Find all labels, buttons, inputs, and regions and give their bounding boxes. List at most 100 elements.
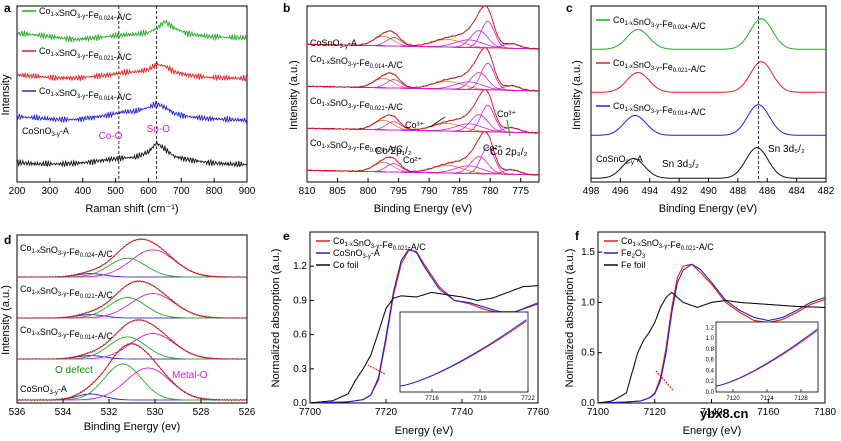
co2p32-annotation: Co 2p₃/₂ bbox=[490, 147, 528, 158]
legend-text-part: 0.014 bbox=[99, 96, 115, 102]
legend-text-part: 3-y bbox=[50, 390, 58, 396]
x-axis-label-b: Binding Energy (eV) bbox=[374, 203, 472, 215]
co-o-annotation: Co-O bbox=[99, 131, 123, 142]
inset-f-ytick-label-1.2: 1.2 bbox=[706, 325, 715, 331]
legend-text-part: -A/C bbox=[95, 249, 114, 259]
legend-text-part: Co bbox=[613, 15, 625, 25]
co3-annotation-1: Co³⁺ bbox=[405, 120, 425, 130]
plot-frame-b bbox=[306, 5, 540, 183]
xps-b-raw-2 bbox=[308, 46, 540, 92]
f-ytick-label-1: 1.0 bbox=[581, 297, 595, 308]
f-ytick-label-0: 0.0 bbox=[581, 398, 595, 409]
sn3d52-annotation: Sn 3d₅/₂ bbox=[768, 144, 805, 155]
legend-text-part: -Fe bbox=[659, 19, 673, 29]
e-ytick-label-0.9: 0.9 bbox=[293, 295, 307, 306]
legend-text-part: SnO bbox=[330, 56, 348, 66]
panel-e: e 7700 7720 7740 7760 0.0 0.3 0.6 0.9 1.2 Co1-xS… bbox=[270, 229, 550, 437]
b-tick-label-800: 800 bbox=[360, 186, 377, 197]
legend-text-part: Co bbox=[333, 236, 345, 246]
a-tick-label-300: 300 bbox=[42, 186, 59, 197]
legend-d-1: Co1-xSnO3-y-Fe0.021-A/C bbox=[20, 284, 113, 300]
legend-text-part: Co bbox=[39, 46, 51, 56]
legend-text-part: Co bbox=[20, 284, 32, 294]
o1s-fit-3 bbox=[17, 343, 247, 401]
f-tick-label-7160: 7160 bbox=[757, 407, 780, 418]
co2p12-annotation: Co 2p₁/₂ bbox=[375, 146, 412, 157]
x-axis-label-e: Energy (eV) bbox=[395, 425, 454, 437]
legend-text-part: 3-y bbox=[77, 54, 85, 60]
legend-c-3: CoSnO3-y-A bbox=[596, 154, 643, 166]
o-defect-annotation: O defect bbox=[55, 365, 93, 376]
legend-text-part: -Fe bbox=[356, 58, 370, 68]
o1s-raw-2 bbox=[16, 318, 248, 361]
y-axis-label-f: Normalized absorption (a.u.) bbox=[564, 249, 576, 388]
legend-text-part: 0.024 bbox=[370, 148, 386, 154]
panel-label-a: a bbox=[4, 1, 11, 15]
b-tick-label-810: 810 bbox=[299, 186, 316, 197]
o1s-fit-2 bbox=[17, 319, 247, 360]
xps-b-component-0-4 bbox=[307, 156, 540, 176]
legend-text-part: 0.021 bbox=[393, 246, 409, 252]
inset-f-ytick-label-0.2: 0.2 bbox=[706, 379, 715, 385]
e-tick-label-7700: 7700 bbox=[299, 407, 322, 418]
c-tick-label-496: 496 bbox=[612, 186, 629, 197]
x-axis-label-a: Raman shift (cm⁻¹) bbox=[85, 203, 178, 215]
legend-text-part: -Fe bbox=[85, 90, 99, 100]
legend-text-part: 0.021 bbox=[370, 106, 386, 112]
legend-a-1: Co1-xSnO3-y-Fe0.021-A/C bbox=[39, 46, 132, 62]
y-axis-label-c: Intensity (a.u.) bbox=[571, 60, 583, 130]
o1s-component-2-1 bbox=[17, 336, 247, 360]
legend-text-part: 1-x bbox=[345, 242, 353, 248]
legend-d-3: CoSnO3-y-A bbox=[20, 384, 67, 396]
legend-text-part: 1-x bbox=[322, 60, 330, 66]
b-tick-label-790: 790 bbox=[421, 186, 438, 197]
legend-text-part: 1-x bbox=[625, 64, 633, 70]
legend-text-part: -A/C bbox=[688, 107, 707, 117]
legend-a-3: CoSnO3-y-A bbox=[22, 126, 69, 138]
legend-a-0: Co1-xSnO3-y-Fe0.024-A/C bbox=[39, 6, 132, 22]
c-tick-label-498: 498 bbox=[583, 186, 600, 197]
legend-text-part: Co bbox=[310, 54, 322, 64]
legend-f-0: Co1-xSnO3-y-Fe0.021-A/C bbox=[621, 236, 714, 252]
legend-text-part: O bbox=[635, 248, 642, 258]
raman-series-line-1 bbox=[16, 61, 248, 83]
c-tick-label-494: 494 bbox=[641, 186, 658, 197]
legend-text-part: Co bbox=[310, 138, 322, 148]
legend-text-part: 3-y bbox=[77, 14, 85, 20]
legend-e-2: Co foil bbox=[333, 260, 359, 270]
legend-text-part: Co bbox=[39, 86, 51, 96]
legend-b-2: Co1-xSnO3-y-Fe0.014-A/C bbox=[310, 54, 403, 70]
c-tick-label-486: 486 bbox=[759, 186, 776, 197]
legend-text-part: 0.024 bbox=[673, 25, 689, 31]
legend-text-part: SnO bbox=[330, 98, 348, 108]
legend-text-part: -A/C bbox=[114, 52, 133, 62]
legend-text-part: 3-y bbox=[52, 132, 60, 138]
sn-series-line-0 bbox=[591, 18, 826, 50]
sn-series-line-2 bbox=[591, 104, 826, 136]
legend-text-part: Co bbox=[613, 58, 625, 68]
e-tick-label-7720: 7720 bbox=[375, 407, 398, 418]
legend-text-part: 3-y bbox=[348, 146, 356, 152]
panel-label-c: c bbox=[566, 1, 573, 15]
e-tick-label-7760: 7760 bbox=[527, 407, 550, 418]
c-tick-label-482: 482 bbox=[818, 186, 835, 197]
panel-b: b 810 805 800 795 790 785 780 775 Co1-xSnO3-y-F… bbox=[283, 1, 540, 215]
legend-text-part: 1-x bbox=[322, 144, 330, 150]
legend-text-part: 1-x bbox=[625, 107, 633, 113]
legend-text-part: -A/C bbox=[688, 21, 707, 31]
legend-text-part: 1-x bbox=[51, 12, 59, 18]
legend-c-1: Co1-xSnO3-y-Fe0.021-A/C bbox=[613, 58, 706, 74]
e-ytick-label-1.2: 1.2 bbox=[293, 261, 307, 272]
plot-frame-d bbox=[16, 234, 248, 404]
b-tick-label-805: 805 bbox=[329, 186, 346, 197]
co3-annotation-2: Co³⁺ bbox=[497, 109, 517, 119]
legend-text-part: -A bbox=[371, 248, 380, 258]
xps-b-fit-0 bbox=[308, 131, 539, 176]
legend-text-part: SnO bbox=[641, 238, 659, 248]
legend-text-part: -A bbox=[60, 126, 69, 136]
legend-text-part: -Fe bbox=[66, 247, 80, 257]
legend-c-0: Co1-xSnO3-y-Fe0.024-A/C bbox=[613, 15, 706, 31]
legend-text-part: 3-y bbox=[651, 66, 659, 72]
legend-text-part: 1-x bbox=[51, 52, 59, 58]
